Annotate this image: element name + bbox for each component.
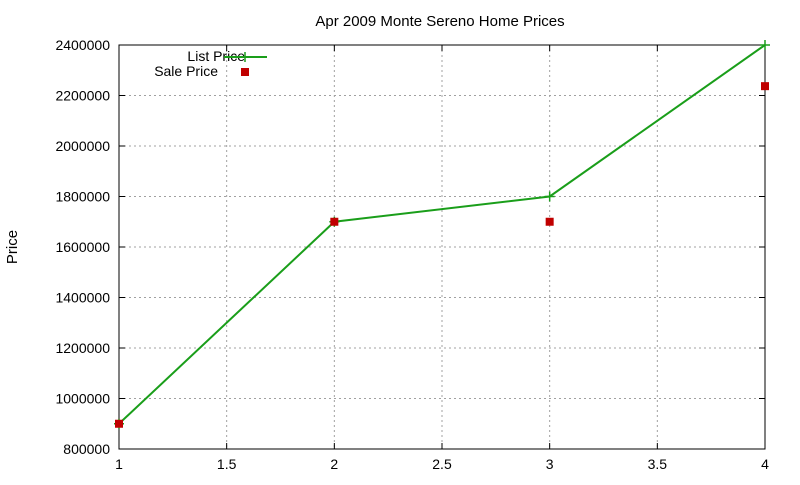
y-tick-label: 1600000	[55, 239, 110, 255]
sale-price-point	[761, 82, 769, 91]
sale-price-point	[115, 419, 123, 428]
list-price-point	[760, 40, 770, 50]
y-tick-label: 2400000	[55, 37, 110, 53]
y-tick-label: 1400000	[55, 290, 110, 306]
y-tick-label: 1800000	[55, 189, 110, 205]
x-tick-label: 1.5	[217, 456, 237, 472]
grid	[119, 45, 765, 449]
x-tick-label: 3	[546, 456, 554, 472]
legend-label-sale-price: Sale Price	[154, 63, 218, 79]
x-tick-label: 2.5	[432, 456, 452, 472]
list-price-line	[118, 44, 766, 425]
legend-marker-sale-price	[241, 68, 249, 76]
y-tick-label: 1200000	[55, 340, 110, 356]
x-tick-label: 4	[761, 456, 769, 472]
y-axis-label: Price	[4, 230, 21, 264]
x-tick-label: 1	[115, 456, 123, 472]
chart-title: Apr 2009 Monte Sereno Home Prices	[315, 13, 564, 30]
axis-ticks: 800000 1000000 1200000 1400000 1600000 180000…	[55, 37, 769, 472]
sale-price-point	[545, 217, 554, 226]
series-layer	[114, 40, 770, 429]
sale-price-point	[330, 217, 339, 226]
x-tick-label: 2	[330, 456, 338, 472]
y-tick-label: 800000	[63, 441, 110, 457]
y-tick-label: 1000000	[55, 391, 110, 407]
y-tick-label: 2200000	[55, 88, 110, 104]
x-tick-label: 3.5	[648, 456, 668, 472]
legend-label-list-price: List Price	[187, 48, 245, 64]
y-tick-label: 2000000	[55, 138, 110, 154]
list-price-point	[544, 191, 555, 202]
